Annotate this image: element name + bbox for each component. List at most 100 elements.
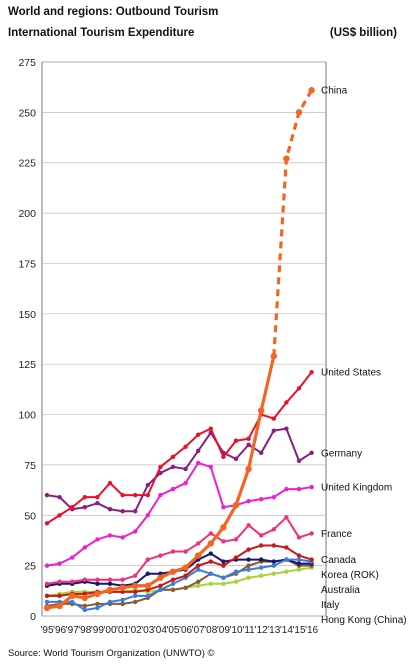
y-tick-label: 50 xyxy=(24,510,36,522)
data-point xyxy=(271,563,276,568)
data-point xyxy=(196,448,201,454)
data-point xyxy=(120,535,125,540)
x-tick-label: '14 xyxy=(280,625,293,636)
data-point xyxy=(196,583,201,588)
data-point xyxy=(271,543,276,548)
data-point xyxy=(296,557,302,562)
data-point xyxy=(183,585,188,590)
data-point xyxy=(183,466,188,472)
data-point xyxy=(284,515,289,520)
data-point xyxy=(208,464,213,470)
series-label: France xyxy=(321,529,353,540)
y-tick-label: 250 xyxy=(18,107,36,119)
data-point xyxy=(196,567,201,572)
data-point xyxy=(57,494,62,500)
data-point xyxy=(81,594,89,602)
x-tick-label: '97 xyxy=(66,625,79,636)
x-tick-label: '06 xyxy=(179,625,192,636)
data-point xyxy=(283,155,290,162)
data-point xyxy=(44,492,50,498)
series-line xyxy=(47,558,312,611)
data-point xyxy=(57,579,62,584)
data-point xyxy=(132,582,139,589)
data-point xyxy=(284,557,289,562)
data-point xyxy=(259,565,264,570)
series-line xyxy=(46,371,313,525)
data-point xyxy=(82,603,88,609)
data-point xyxy=(309,370,314,375)
data-point xyxy=(221,575,226,580)
data-point xyxy=(271,416,276,421)
x-tick-label: '04 xyxy=(154,625,167,636)
chart-title: World and regions: Outbound Tourism xyxy=(8,6,219,18)
series-line xyxy=(46,461,312,567)
data-point xyxy=(296,561,302,566)
series-lines xyxy=(43,87,315,613)
data-point xyxy=(246,563,251,568)
data-point xyxy=(245,465,252,473)
data-point xyxy=(221,505,226,510)
data-point xyxy=(133,529,138,534)
x-tick-label: '12 xyxy=(255,625,268,636)
x-tick-label: '95 xyxy=(40,625,53,636)
grid xyxy=(42,61,326,617)
series-label: Australia xyxy=(321,585,360,596)
series-label: Germany xyxy=(321,448,362,459)
data-point xyxy=(158,492,163,498)
data-point xyxy=(246,575,251,580)
data-point xyxy=(208,551,213,556)
data-point xyxy=(221,559,226,564)
series-label: United Kingdom xyxy=(321,483,392,494)
x-tick-label: '96 xyxy=(53,625,66,636)
data-point xyxy=(284,400,289,405)
y-tick-label: 225 xyxy=(18,158,36,170)
data-point xyxy=(259,496,264,502)
data-point xyxy=(246,557,251,562)
y-tick-label: 200 xyxy=(18,208,36,220)
series-line-dashed xyxy=(272,89,313,357)
data-point xyxy=(82,607,88,613)
x-tick-label: '05 xyxy=(166,625,179,636)
data-point xyxy=(170,486,176,492)
data-point xyxy=(107,599,113,605)
data-point xyxy=(183,549,188,554)
data-point xyxy=(145,593,150,599)
data-point xyxy=(296,553,302,558)
data-point xyxy=(145,492,150,498)
data-point xyxy=(309,450,314,456)
data-point xyxy=(95,605,100,611)
data-point xyxy=(57,513,62,518)
data-point xyxy=(170,549,176,554)
data-point xyxy=(196,541,201,546)
data-point xyxy=(296,535,302,540)
y-tick-label: 75 xyxy=(24,460,36,472)
data-point xyxy=(95,601,100,607)
data-point xyxy=(196,460,201,466)
data-point xyxy=(70,505,75,510)
series-line xyxy=(46,516,312,585)
data-point xyxy=(56,602,63,610)
data-point xyxy=(246,567,251,572)
plot-frame xyxy=(41,61,327,617)
series-korea-rok- xyxy=(44,557,314,613)
x-tick-label: '11 xyxy=(242,625,255,636)
series-france xyxy=(44,515,314,586)
data-point xyxy=(69,592,76,600)
data-point xyxy=(284,545,289,550)
data-point xyxy=(43,604,51,612)
data-point xyxy=(259,533,264,538)
data-point xyxy=(170,454,176,460)
data-point xyxy=(220,524,227,531)
data-point xyxy=(145,482,150,488)
x-tick-label: '15 xyxy=(292,625,305,636)
data-point xyxy=(133,509,138,514)
data-point xyxy=(296,458,302,464)
data-point xyxy=(246,523,251,528)
y-tick-label: 150 xyxy=(18,309,36,321)
data-point xyxy=(246,498,251,504)
x-tick-label: '00 xyxy=(103,625,116,636)
data-point xyxy=(170,464,176,470)
data-point xyxy=(208,426,213,431)
data-point xyxy=(284,426,289,431)
